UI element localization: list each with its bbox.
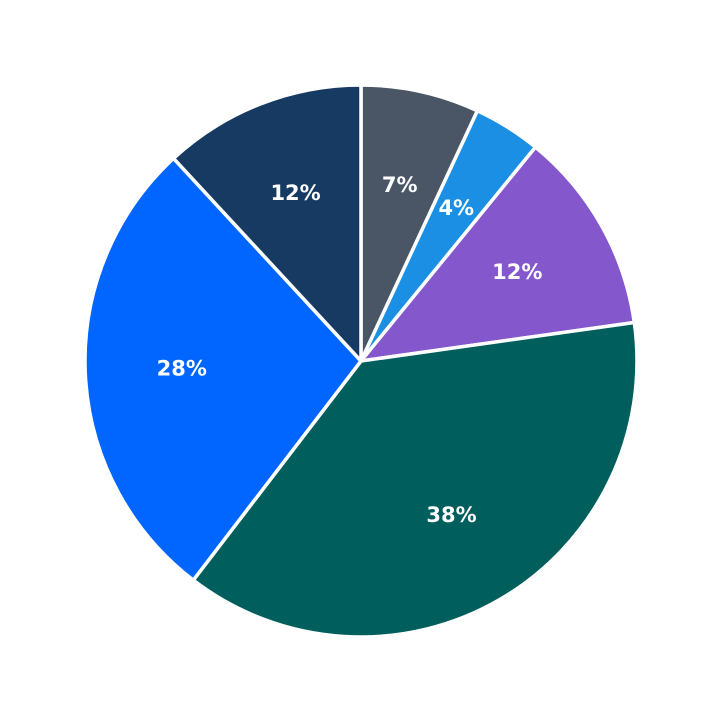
slice-label: 7% xyxy=(382,173,418,197)
slice-label: 28% xyxy=(157,356,207,380)
pie-slice xyxy=(83,156,363,582)
slice-label: 4% xyxy=(438,196,474,220)
pie-slice xyxy=(359,145,637,363)
slice-label: 12% xyxy=(270,181,320,205)
slice-label: 38% xyxy=(426,503,476,527)
pie-slice xyxy=(191,320,639,639)
slice-label: 12% xyxy=(492,260,542,284)
pie-slice xyxy=(171,83,363,363)
pie-slice xyxy=(359,83,480,363)
